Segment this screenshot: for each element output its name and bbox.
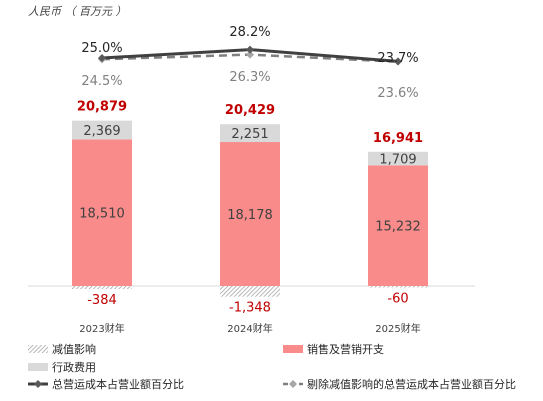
total-value-label: 20,879 <box>77 100 127 115</box>
legend-marker-total <box>34 380 42 388</box>
bar-sales <box>368 165 428 286</box>
total-percent-label: 25.0% <box>81 41 122 56</box>
adjusted-percent-label: 26.3% <box>229 70 270 85</box>
total-value-label: 16,941 <box>373 131 423 146</box>
bar-impairment <box>368 286 428 288</box>
x-axis-tick-label: 2023财年 <box>79 322 124 335</box>
legend-swatch-admin <box>28 363 48 371</box>
admin-value-label: 2,251 <box>231 127 268 142</box>
x-axis-tick-label: 2025财年 <box>375 322 420 335</box>
impairment-value-label: -60 <box>387 292 408 307</box>
sales-value-label: 18,178 <box>227 208 273 223</box>
total-percent-marker <box>394 57 402 66</box>
bar-sales <box>72 139 132 286</box>
sales-value-label: 15,232 <box>375 220 421 235</box>
legend-label-admin: 行政费用 <box>52 360 96 374</box>
legend-label-adjusted-percent: 剔除减值影响的总营运成本占营业额百分比 <box>307 377 516 391</box>
unit-label: 人民币 （ 百万元 ） <box>28 5 127 18</box>
legend-swatch-sales <box>283 345 303 353</box>
total-percent-marker <box>246 45 254 54</box>
total-percent-marker <box>98 54 106 62</box>
bar-admin <box>368 151 428 166</box>
x-axis-tick-label: 2024财年 <box>227 322 272 335</box>
total-value-label: 20,429 <box>225 103 275 118</box>
legend-swatch-impairment <box>28 345 48 353</box>
total-percent-label: 23.7% <box>377 51 418 66</box>
legend-label-impairment: 减值影响 <box>52 343 96 356</box>
legend-label-total-percent: 总营运成本占营业额百分比 <box>52 377 184 391</box>
adjusted-percent-marker <box>246 50 254 59</box>
adjusted-percent-label: 24.5% <box>81 74 122 89</box>
bar-sales <box>220 142 280 286</box>
admin-value-label: 1,709 <box>379 153 416 168</box>
bar-admin <box>220 124 280 143</box>
bar-impairment <box>72 286 132 290</box>
legend-marker-adjusted <box>289 380 297 388</box>
adjusted-percent-label: 23.6% <box>377 86 418 101</box>
sales-value-label: 18,510 <box>79 207 125 222</box>
impairment-value-label: -384 <box>87 293 117 308</box>
admin-value-label: 2,369 <box>83 124 120 139</box>
total-percent-label: 28.2% <box>229 25 270 40</box>
bar-admin <box>72 120 132 140</box>
legend-label-sales: 销售及营销开支 <box>307 342 384 356</box>
bar-impairment <box>220 286 280 297</box>
impairment-value-label: -1,348 <box>229 301 271 316</box>
